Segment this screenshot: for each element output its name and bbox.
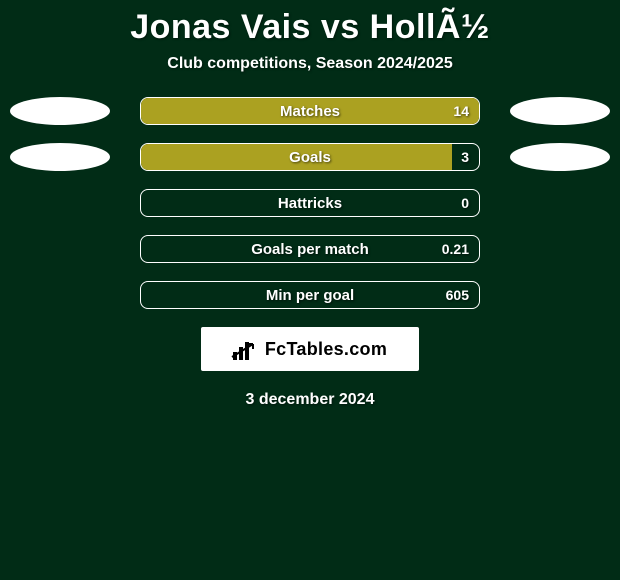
player1-ellipse — [10, 97, 110, 125]
stat-bar: Goals3 — [140, 143, 480, 171]
comparison-subtitle: Club competitions, Season 2024/2025 — [0, 55, 620, 97]
stats-list: Matches14 Goals3 Hattricks0 Goals per match… — [0, 97, 620, 309]
stat-bar: Matches14 — [140, 97, 480, 125]
stat-row: Goals per match0.21 — [0, 235, 620, 263]
stat-value: 14 — [453, 98, 469, 124]
generated-date: 3 december 2024 — [0, 391, 620, 409]
stat-value: 3 — [461, 144, 469, 170]
stat-label: Goals — [141, 144, 479, 170]
player2-ellipse — [510, 143, 610, 171]
stat-value: 0 — [461, 190, 469, 216]
stat-label: Matches — [141, 98, 479, 124]
stat-label: Goals per match — [141, 236, 479, 262]
player2-ellipse — [510, 97, 610, 125]
stat-row: Matches14 — [0, 97, 620, 125]
stat-value: 0.21 — [442, 236, 469, 262]
stat-bar: Min per goal605 — [140, 281, 480, 309]
stat-row: Hattricks0 — [0, 189, 620, 217]
fctables-logo: FcTables.com — [201, 327, 419, 371]
stat-label: Min per goal — [141, 282, 479, 308]
stat-value: 605 — [446, 282, 469, 308]
stat-row: Min per goal605 — [0, 281, 620, 309]
logo-text: FcTables.com — [265, 339, 387, 360]
stat-label: Hattricks — [141, 190, 479, 216]
stat-row: Goals3 — [0, 143, 620, 171]
stat-bar: Goals per match0.21 — [140, 235, 480, 263]
comparison-title: Jonas Vais vs HollÃ½ — [0, 0, 620, 55]
stat-bar: Hattricks0 — [140, 189, 480, 217]
player1-ellipse — [10, 143, 110, 171]
bar-chart-arrow-icon — [233, 338, 259, 360]
